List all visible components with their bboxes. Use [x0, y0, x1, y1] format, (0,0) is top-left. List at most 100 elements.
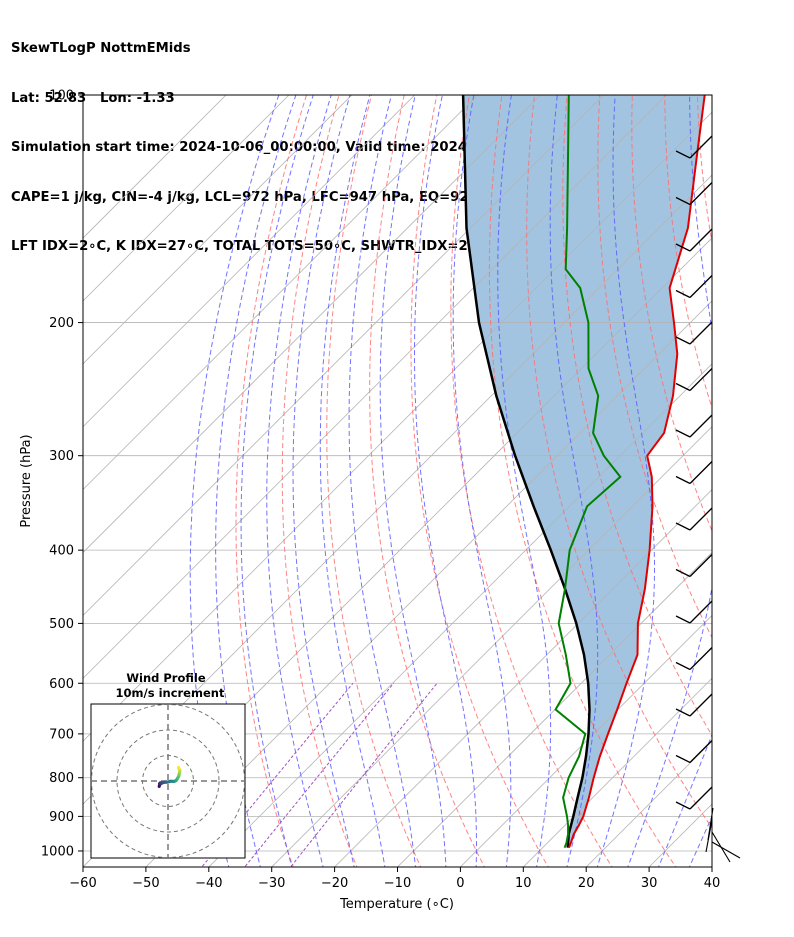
y-tick-label: 300: [49, 449, 74, 464]
moist-adiabat-line: [452, 95, 512, 867]
y-tick-label: 500: [49, 617, 74, 632]
isotherm-line: [83, 95, 227, 239]
wind-barb-cluster: [705, 807, 741, 863]
lat-lon: Lat: 52.83 Lon: -1.33: [11, 90, 175, 106]
axes: −60 −50 −40 −30 −20 −10 0 10 20 30 40 1000 900 800 700…: [41, 89, 720, 892]
dry-adiabat-line: [761, 78, 794, 870]
moist-adiabat-line: [348, 95, 417, 867]
moist-adiabat-line: [379, 95, 447, 867]
hodograph-subtitle: 10m/s increment: [116, 686, 225, 700]
isotherm-line: [83, 95, 416, 428]
moist-adiabat-line: [292, 95, 355, 867]
wind-barb: [675, 740, 713, 764]
isotherm-line: [145, 300, 712, 867]
moist-adiabat-line: [414, 95, 477, 867]
y-tick-label: 900: [49, 810, 74, 825]
parcel-path-line: [461, 95, 591, 848]
isotherm-line: [522, 677, 712, 867]
y-tick-label: 600: [49, 677, 74, 692]
temperature-line: [568, 95, 706, 849]
wind-barb: [675, 321, 713, 345]
x-tick-label: −50: [132, 876, 159, 891]
moist-adiabat-line: [688, 815, 712, 867]
moist-adiabat-line: [189, 95, 280, 867]
isotherm-line: [711, 866, 712, 867]
isotherm-line: [271, 426, 712, 867]
dry-adiabat-line: [562, 95, 712, 737]
isotherm-line: [83, 95, 290, 302]
cape-fill: [463, 95, 705, 848]
x-tick-label: 0: [456, 876, 464, 891]
y-tick-label: 800: [49, 771, 74, 786]
x-tick-label: 20: [578, 876, 595, 891]
profile-lines: [461, 95, 706, 849]
cape-area: [463, 95, 705, 848]
x-tick-label: −40: [195, 876, 222, 891]
x-tick-label: −30: [258, 876, 285, 891]
isotherm-line: [83, 95, 542, 554]
wind-barb: [675, 600, 713, 624]
dry-adiabat-line: [369, 95, 486, 867]
dry-adiabat-line: [526, 95, 712, 829]
isotherm-line: [208, 363, 712, 867]
isotherm-line: [772, 78, 794, 870]
dry-adiabat-line: [281, 95, 358, 867]
moist-adiabat-line: [549, 95, 599, 867]
dry-adiabat-line: [597, 95, 712, 639]
wind-barb: [675, 786, 713, 810]
wind-barb: [675, 275, 713, 299]
wind-barb: [675, 135, 713, 159]
wind-barbs: [675, 135, 741, 863]
isotherm-line: [396, 551, 712, 867]
wind-barb: [675, 414, 713, 438]
moist-adiabat-line: [215, 95, 297, 867]
moist-adiabat-line: [657, 733, 712, 867]
moist-adiabat-line: [240, 95, 314, 867]
x-tick-label: 30: [641, 876, 658, 891]
isotherm-line: [83, 95, 479, 491]
wind-barb: [675, 693, 713, 717]
y-axis-label: Pressure (hPa): [19, 434, 34, 527]
moist-adiabat-line: [627, 95, 712, 867]
moist-adiabat-line: [719, 78, 794, 870]
wind-barb: [675, 228, 713, 252]
dry-adiabat-line: [729, 78, 794, 870]
isotherm-line: [83, 95, 353, 365]
moist-adiabat-line: [497, 95, 552, 867]
wind-barb: [675, 507, 713, 531]
dry-adiabat-line: [235, 95, 308, 867]
x-tick-label: −60: [69, 876, 96, 891]
station-title: SkewTLogP NottmEMids: [11, 41, 191, 56]
x-tick-label: −10: [384, 876, 411, 891]
y-tick-label: 1000: [41, 844, 74, 859]
hodograph-title: Wind Profile: [126, 671, 206, 685]
y-tick-label: 400: [49, 544, 74, 559]
x-tick-label: −20: [321, 876, 348, 891]
x-axis-label: Temperature (∘C): [339, 897, 454, 912]
isotherm-line: [83, 95, 667, 679]
mixing-ratio-line: [244, 682, 394, 867]
moist-adiabat-line: [266, 95, 332, 867]
dry-adiabat-line: [664, 95, 712, 410]
moist-adiabat-line: [596, 95, 655, 867]
moist-adiabat-line: [319, 95, 386, 867]
wind-barb: [675, 647, 713, 671]
isotherm-line: [83, 95, 604, 616]
dry-adiabat-line: [326, 95, 422, 867]
isotherm-line: [334, 489, 712, 867]
wind-barb: [675, 461, 713, 485]
wind-barb: [675, 368, 713, 392]
stability-indices: LFT IDX=2∘C, K IDX=27∘C, TOTAL TOTS=50∘C…: [11, 239, 486, 254]
dry-adiabat-line: [410, 95, 549, 867]
x-tick-label: 40: [704, 876, 721, 891]
x-tick-label: 10: [515, 876, 532, 891]
y-tick-label: 200: [49, 316, 74, 331]
wind-barb: [675, 554, 713, 578]
y-tick-label: 100: [49, 89, 74, 104]
dry-adiabat-line: [450, 95, 613, 867]
y-tick-label: 700: [49, 727, 74, 742]
dewpoint-line: [554, 95, 622, 849]
wind-barb: [675, 182, 713, 206]
